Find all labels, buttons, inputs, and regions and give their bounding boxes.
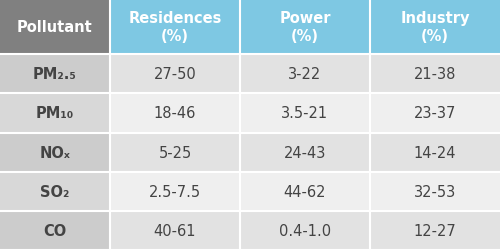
Bar [110,0,240,55]
Text: 32-53: 32-53 [414,184,456,199]
Bar [240,0,370,55]
Bar [110,211,240,250]
Bar [370,133,500,172]
Bar [370,94,500,133]
Text: Industry
(%): Industry (%) [400,11,470,44]
Text: CO: CO [44,223,66,238]
Text: 44-62: 44-62 [284,184,326,199]
Bar [0,94,110,133]
Bar [370,55,500,94]
Bar [110,94,240,133]
Text: Residences
(%): Residences (%) [128,11,222,44]
Text: 14-24: 14-24 [414,145,456,160]
Bar [0,0,110,55]
Bar [0,172,110,211]
Text: 3.5-21: 3.5-21 [282,106,329,121]
Text: 21-38: 21-38 [414,67,456,82]
Text: 3-22: 3-22 [288,67,322,82]
Text: SO₂: SO₂ [40,184,70,199]
Bar [110,172,240,211]
Text: 0.4-1.0: 0.4-1.0 [279,223,331,238]
Text: PM₂.₅: PM₂.₅ [33,67,77,82]
Text: 23-37: 23-37 [414,106,456,121]
Text: 27-50: 27-50 [154,67,196,82]
Bar [240,172,370,211]
Bar [0,133,110,172]
Bar [370,172,500,211]
Bar [240,211,370,250]
Bar [240,55,370,94]
Text: NOₓ: NOₓ [40,145,70,160]
Text: 5-25: 5-25 [158,145,192,160]
Text: 40-61: 40-61 [154,223,196,238]
Text: 24-43: 24-43 [284,145,326,160]
Bar [240,94,370,133]
Bar [370,211,500,250]
Bar [110,133,240,172]
Bar [110,55,240,94]
Text: 18-46: 18-46 [154,106,196,121]
Text: 2.5-7.5: 2.5-7.5 [149,184,201,199]
Text: Pollutant: Pollutant [17,20,93,35]
Text: Power
(%): Power (%) [279,11,331,44]
Bar [240,133,370,172]
Text: PM₁₀: PM₁₀ [36,106,74,121]
Bar [0,55,110,94]
Text: 12-27: 12-27 [414,223,457,238]
Bar [0,211,110,250]
Bar [370,0,500,55]
